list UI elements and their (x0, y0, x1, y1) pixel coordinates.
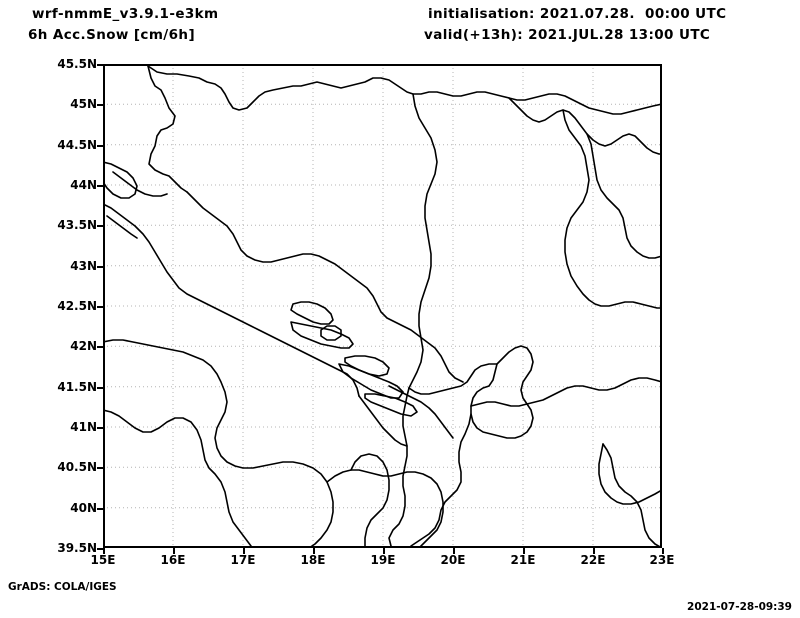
y-axis-label-43N: 43N (70, 258, 97, 273)
y-tick-45 (97, 104, 103, 107)
y-axis-label-44N: 44N (70, 178, 97, 192)
italy-gargano-peninsula (326, 469, 444, 548)
kosovo-outline (470, 345, 534, 439)
bosnia-serbia-border (408, 93, 438, 389)
x-tick-16E (173, 548, 175, 554)
italy-south-west-coast (103, 409, 252, 547)
valid-time-label: valid(+13h): 2021.JUL.28 13:00 UTC (424, 27, 711, 43)
y-axis-label-40.5N: 40.5N (57, 460, 97, 475)
y-tick-42 (97, 346, 103, 349)
y-axis-label-45.5N: 45.5N (57, 57, 97, 71)
x-axis-label-20E: 20E (440, 553, 466, 567)
macedonia-greece-border (470, 377, 662, 407)
slovenia-croatia-north-border (147, 65, 188, 193)
y-tick-43 (97, 265, 103, 268)
y-tick-44.5 (97, 144, 103, 147)
y-tick-41.5 (97, 386, 103, 389)
serbia-bulgaria-border (562, 109, 662, 309)
initialisation-time-label: initialisation: 2021.07.28. 00:00 UTC (428, 6, 727, 22)
y-tick-42.5 (97, 306, 103, 308)
rab-island (106, 215, 138, 239)
map-frame-border (103, 64, 662, 548)
y-tick-40 (97, 507, 103, 510)
vis-island (320, 325, 342, 341)
y-tick-40.5 (97, 467, 103, 470)
y-tick-43.5 (97, 225, 103, 228)
korcula-island (364, 393, 418, 417)
italy-adriatic-coast (103, 339, 334, 548)
italy-apulia-inner (350, 453, 390, 548)
greece-chalkidiki (598, 443, 662, 505)
map-canvas (103, 64, 662, 548)
y-tick-45.5 (97, 64, 103, 66)
kornati-islands (290, 321, 354, 349)
x-axis-label-16E: 16E (160, 553, 186, 567)
y-tick-41 (97, 427, 103, 429)
y-axis-label-44.5N: 44.5N (57, 137, 97, 152)
y-axis-label-43.5N: 43.5N (57, 218, 97, 233)
x-axis-label-22E: 22E (580, 553, 606, 567)
albania-east-border (410, 413, 472, 547)
montenegro-serbia-border (408, 363, 498, 395)
y-axis-label-42N: 42N (70, 339, 97, 354)
x-tick-19E (383, 548, 385, 554)
x-axis-label-23E: 23E (649, 553, 675, 567)
x-tick-15E (103, 548, 105, 554)
render-timestamp-label: 2021-07-28-09:39 (687, 601, 792, 613)
y-tick-44 (97, 185, 103, 187)
coastlines-and-borders (103, 65, 662, 548)
romania-bulgaria-border (586, 133, 662, 259)
gridlines (103, 64, 662, 548)
croatia-dalmatia-coast (103, 203, 360, 397)
field-name-label: 6h Acc.Snow [cm/6h] (28, 27, 196, 43)
croatia-north-border (147, 65, 662, 115)
x-axis-label-17E: 17E (230, 553, 256, 567)
dubrovnik-coast (358, 395, 408, 447)
model-name-label: wrf-nmmE_v3.9.1-e3km (32, 6, 219, 22)
x-tick-22E (593, 548, 595, 554)
krk-cres-islands (112, 171, 168, 197)
x-tick-17E (243, 548, 245, 554)
x-tick-23E (662, 548, 664, 554)
hvar-island (338, 363, 404, 399)
x-axis-label-21E: 21E (510, 553, 536, 567)
y-axis-label-42.5N: 42.5N (57, 299, 97, 313)
peljesac-lastovo (388, 385, 454, 439)
greece-aegean-coast (602, 443, 662, 548)
x-axis-label-15E: 15E (90, 553, 116, 567)
x-tick-18E (313, 548, 315, 554)
x-axis-label-19E: 19E (370, 553, 396, 567)
x-tick-20E (453, 548, 455, 554)
x-tick-21E (523, 548, 525, 554)
x-axis-label-18E: 18E (300, 553, 326, 567)
y-axis-label-41.5N: 41.5N (57, 379, 97, 394)
y-axis-label-40N: 40N (70, 500, 97, 515)
map-plot-area (97, 64, 664, 554)
y-axis-label-39.5N: 39.5N (57, 541, 97, 555)
y-axis-label-41N: 41N (70, 420, 97, 434)
y-tick-39.5 (97, 548, 103, 550)
grads-attribution-label: GrADS: COLA/IGES (8, 581, 117, 593)
croatia-bosnia-border (186, 191, 464, 383)
dugi-otok-island (290, 301, 334, 325)
y-axis-label-45N: 45N (70, 97, 97, 112)
